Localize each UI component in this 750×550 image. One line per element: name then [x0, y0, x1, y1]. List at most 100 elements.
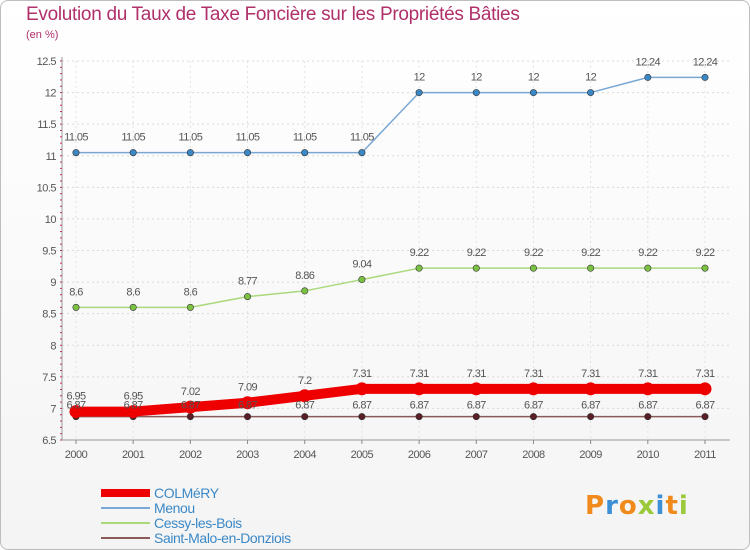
data-point: [587, 264, 595, 272]
y-tick-label: 7: [50, 403, 56, 415]
data-label: 12: [528, 72, 540, 84]
data-label: 6.87: [581, 400, 600, 412]
data-point: [415, 89, 423, 97]
data-label: 12: [471, 72, 483, 84]
data-label: 12.24: [693, 56, 718, 68]
data-point: [701, 73, 709, 81]
data-point: [358, 276, 366, 284]
data-point: [644, 73, 652, 81]
data-label: 9.22: [638, 247, 657, 259]
data-label: 7.09: [238, 382, 257, 394]
data-label: 8.6: [126, 286, 140, 298]
logo-letter: t: [665, 491, 679, 521]
data-point: [698, 382, 712, 396]
data-label: 6.95: [124, 391, 143, 403]
data-label: 8.86: [295, 270, 314, 282]
data-label: 6.87: [66, 400, 85, 412]
data-point: [186, 303, 194, 311]
data-label: 11.05: [236, 132, 260, 144]
data-label: 11.05: [121, 132, 145, 144]
unit-label: (en %): [26, 29, 59, 41]
logo-letter: x: [637, 491, 656, 521]
x-tick-label: 2002: [179, 449, 202, 461]
y-tick-label: 12.5: [37, 56, 57, 68]
data-point: [526, 382, 540, 396]
data-point: [415, 413, 423, 421]
legend-label: Cessy-les-Bois: [154, 515, 242, 531]
x-tick-label: 2010: [637, 449, 660, 461]
legend-label: Saint-Malo-en-Donziois: [154, 530, 291, 546]
data-label: 6.87: [638, 400, 657, 412]
data-label: 7.31: [352, 368, 371, 380]
data-label: 6.87: [352, 400, 371, 412]
data-point: [644, 413, 652, 421]
y-tick-label: 8: [50, 340, 56, 352]
x-tick-label: 2004: [293, 449, 316, 461]
data-label: 11.05: [179, 132, 203, 144]
data-label: 6.87: [467, 400, 486, 412]
data-label: 11.05: [350, 132, 374, 144]
data-point: [529, 264, 537, 272]
logo-letter: o: [618, 491, 638, 521]
data-point: [301, 149, 309, 157]
data-point: [129, 149, 137, 157]
data-label: 7.31: [581, 368, 600, 380]
data-label: 6.87: [295, 400, 314, 412]
series-line: [71, 383, 710, 417]
data-label: 8.77: [238, 276, 257, 288]
data-label: 8.6: [69, 286, 83, 298]
data-label: 9.04: [352, 259, 371, 271]
data-point: [529, 413, 537, 421]
legend-label: COLMéRY: [154, 485, 220, 501]
x-tick-label: 2008: [522, 449, 545, 461]
logo-letter: i: [678, 491, 689, 521]
data-label: 9.22: [467, 247, 486, 259]
y-tick-label: 12: [45, 88, 57, 100]
data-point: [126, 405, 140, 419]
data-point: [644, 264, 652, 272]
data-point: [241, 396, 255, 410]
data-point: [301, 287, 309, 295]
data-point: [415, 264, 423, 272]
data-point: [641, 382, 655, 396]
data-label: 6.87: [181, 400, 200, 412]
data-label: 7.02: [181, 386, 200, 398]
data-point: [584, 382, 598, 396]
data-label: 9.22: [410, 247, 429, 259]
data-label: 7.31: [695, 368, 714, 380]
chart-title: Evolution du Taux de Taxe Foncière sur l…: [26, 4, 520, 25]
y-tick-label: 10: [45, 214, 57, 226]
data-label: 7.31: [524, 368, 543, 380]
x-tick-label: 2005: [351, 449, 374, 461]
data-point: [472, 413, 480, 421]
data-label: 9.22: [695, 247, 714, 259]
data-label: 7.31: [467, 368, 486, 380]
data-point: [301, 413, 309, 421]
y-tick-label: 7.5: [42, 372, 56, 384]
data-point: [587, 413, 595, 421]
series-line: [75, 267, 706, 309]
x-tick-label: 2000: [65, 449, 88, 461]
data-label: 6.95: [66, 391, 85, 403]
x-tick-label: 2009: [579, 449, 602, 461]
data-point: [529, 89, 537, 97]
data-label: 11.05: [293, 132, 317, 144]
series-line: [75, 76, 706, 154]
data-label: 7.31: [410, 368, 429, 380]
data-point: [72, 149, 80, 157]
x-tick-label: 2006: [408, 449, 431, 461]
data-point: [701, 264, 709, 272]
x-tick-label: 2011: [694, 449, 716, 461]
data-label: 9.22: [524, 247, 543, 259]
data-point: [298, 389, 312, 403]
data-label: 9.22: [581, 247, 600, 259]
data-label: 11.05: [64, 132, 88, 144]
data-point: [244, 413, 252, 421]
data-point: [472, 89, 480, 97]
proxiti-logo: Proxiti: [585, 491, 689, 521]
data-label: 7.31: [638, 368, 657, 380]
data-label: 8.6: [184, 286, 198, 298]
y-tick-label: 10.5: [37, 182, 57, 194]
x-tick-label: 2003: [236, 449, 259, 461]
